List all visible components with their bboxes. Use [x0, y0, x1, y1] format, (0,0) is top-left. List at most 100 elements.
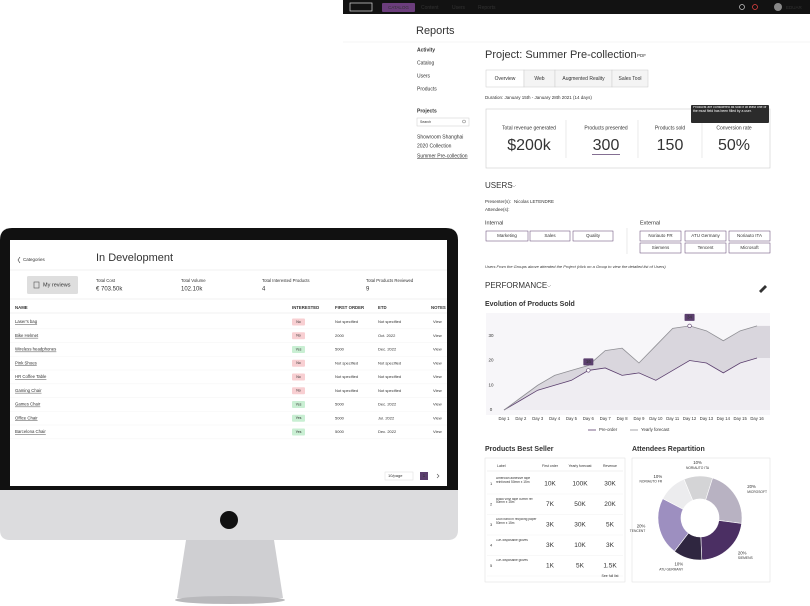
product-link[interactable]: Barcelona Chair: [15, 429, 46, 434]
first-order: 5000: [335, 347, 345, 352]
see-all-link[interactable]: See full list: [602, 574, 619, 578]
view-link[interactable]: View: [433, 333, 442, 338]
view-link[interactable]: View: [433, 360, 442, 365]
kpi-label: Products presented: [584, 125, 628, 131]
imac-screen: [10, 240, 447, 486]
nav-item[interactable]: Content: [421, 5, 439, 11]
product-link[interactable]: Bike Helmet: [15, 333, 39, 338]
page-size-select[interactable]: [384, 471, 414, 481]
view-link[interactable]: View: [433, 347, 442, 352]
app-title: In Development: [96, 252, 173, 264]
product-label: Duct band in recycling paper 50mm x 15m: [496, 518, 537, 525]
group-button-label: Noriauto ITA: [737, 233, 762, 238]
duration: Duration: January 15th - January 28th 20…: [485, 95, 592, 100]
view-link[interactable]: View: [433, 388, 442, 393]
slice-percent: 10%: [675, 562, 684, 567]
interest-pill: [292, 318, 305, 326]
pdf-link[interactable]: PDF: [637, 53, 646, 58]
point-marker: [586, 368, 591, 373]
rank: 1: [490, 481, 493, 486]
group-heading: Internal: [485, 220, 503, 226]
etd: Not specified: [378, 360, 401, 365]
table-value: 50K: [574, 501, 586, 508]
stat-value: 102.10k: [181, 287, 203, 293]
interest-label: Yes: [296, 430, 302, 434]
interest-pill: [292, 373, 305, 381]
stat-label: Total Volume: [181, 278, 206, 283]
catalog-button[interactable]: [382, 3, 415, 12]
rank: 2: [490, 502, 493, 507]
group-button-label: Microsoft: [740, 245, 759, 250]
tab-label: Web: [534, 76, 544, 82]
product-link[interactable]: Gaming Chair: [15, 388, 42, 393]
interest-label: No: [296, 389, 301, 393]
search-box[interactable]: [416, 117, 470, 127]
group-button-label: Siemens: [652, 245, 670, 250]
table-value: 10K: [574, 542, 586, 549]
group-button[interactable]: [639, 242, 682, 254]
project-link[interactable]: Showroom Shanghai: [417, 134, 463, 140]
x-tick-label: Day 14: [717, 416, 731, 421]
project-link[interactable]: 2020 Collection: [417, 143, 452, 149]
sidebar-link[interactable]: Users: [417, 73, 431, 79]
sidebar-heading: Projects: [417, 108, 437, 114]
table-value: 30K: [574, 522, 586, 529]
kpi-label: Products sold: [655, 125, 686, 131]
product-link[interactable]: HR Coffee Table: [15, 374, 47, 379]
interest-label: No: [296, 334, 301, 338]
section-heading: PERFORMANCE: [485, 281, 547, 290]
product-link[interactable]: Pink Shoes: [15, 360, 37, 365]
product-label: American adhesive tape reinforced 50mm x…: [496, 477, 531, 484]
product-label-text: Duct band in recycling paper 50mm x 15m: [496, 518, 537, 525]
group-button[interactable]: [728, 242, 771, 254]
nav-item[interactable]: Reports: [478, 5, 496, 11]
group-button[interactable]: [639, 230, 682, 242]
sidebar-link[interactable]: Products: [417, 86, 437, 92]
column-header: FIRST ORDER: [335, 305, 365, 310]
point-tooltip: [583, 358, 594, 366]
group-heading: External: [640, 220, 660, 226]
interest-pill: [292, 387, 305, 395]
rank: 3: [490, 522, 493, 527]
table-value: 5K: [606, 522, 615, 529]
group-button[interactable]: [684, 230, 727, 242]
search-placeholder: Search: [420, 120, 431, 124]
y-tick-label: 30: [488, 333, 494, 338]
product-link[interactable]: Games Chair: [15, 402, 41, 407]
back-link[interactable]: Categories: [23, 257, 46, 262]
first-order: Not specified: [335, 360, 358, 365]
nav-item[interactable]: Users: [452, 5, 466, 11]
group-button[interactable]: [572, 230, 614, 242]
table-box: [484, 457, 626, 583]
product-label-text: American adhesive tape reinforced 50mm x…: [496, 477, 531, 484]
reviews-button[interactable]: [27, 276, 78, 294]
view-link[interactable]: View: [433, 374, 442, 379]
point-tooltip-label: 16: [586, 359, 592, 364]
legend-label: Pre-order: [599, 427, 618, 432]
page-button[interactable]: [420, 472, 428, 480]
product-link[interactable]: Laser's bag: [15, 319, 38, 324]
group-button[interactable]: [728, 230, 771, 242]
group-button[interactable]: [529, 230, 571, 242]
view-link[interactable]: View: [433, 402, 442, 407]
page-size: 10/page: [388, 473, 403, 478]
view-link[interactable]: View: [433, 415, 442, 420]
view-link[interactable]: View: [433, 429, 442, 434]
product-link[interactable]: Wireless headphones: [15, 347, 56, 352]
kpi-label: Total revenue generated: [502, 125, 556, 131]
line: [503, 357, 758, 411]
legend-label: Yearly forecast: [641, 427, 670, 432]
group-button-label: Quality: [586, 233, 601, 238]
group-button[interactable]: [684, 242, 727, 254]
edit-icon[interactable]: [759, 285, 767, 293]
product-link[interactable]: Office Chair: [15, 415, 38, 420]
sidebar-heading: Activity: [417, 47, 435, 53]
sidebar-link[interactable]: Catalog: [417, 60, 434, 66]
project-link[interactable]: Summer Pre-collection: [417, 153, 468, 159]
section-chevron: [511, 184, 517, 188]
tab[interactable]: [611, 69, 649, 88]
view-link[interactable]: View: [433, 319, 442, 324]
group-button[interactable]: [485, 230, 529, 242]
x-tick-label: Day 4: [549, 416, 561, 421]
column-header: First order: [542, 464, 559, 468]
